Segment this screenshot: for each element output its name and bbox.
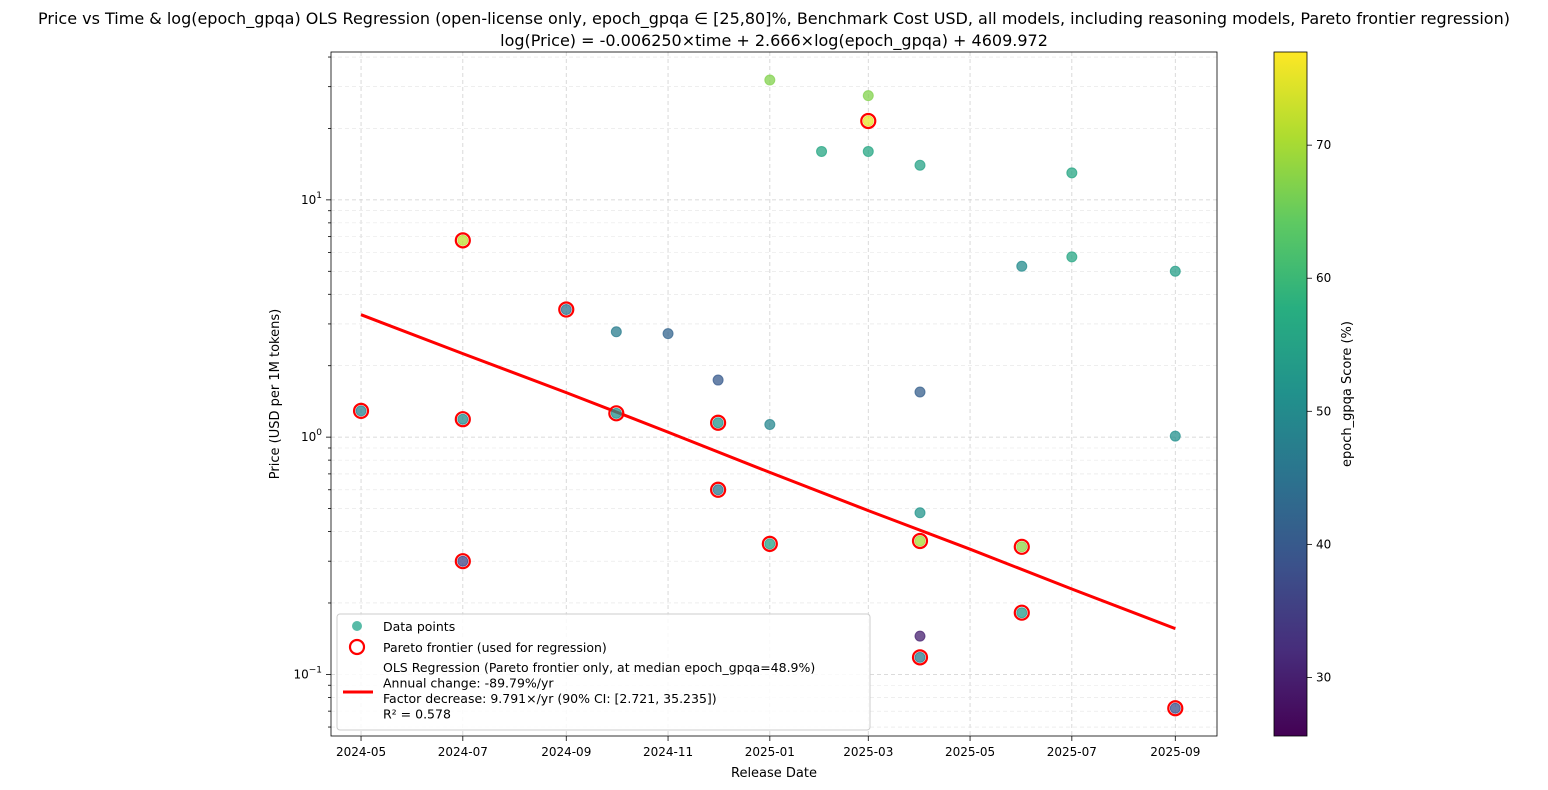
data-point [712,484,724,496]
legend-label-pareto: Pareto frontier (used for regression) [383,640,607,655]
x-tick-label: 2024-05 [336,745,386,759]
plot-frame [330,51,1218,737]
data-point [1169,265,1181,277]
data-point [914,159,926,171]
data-point [1066,167,1078,179]
legend-label-regression-line: R² = 0.578 [383,707,451,722]
colorbar-gradient [1273,51,1308,737]
data-point [862,115,874,127]
x-tick-label: 2024-07 [438,745,488,759]
data-point [862,145,874,157]
data-point [1016,607,1028,619]
data-point [712,417,724,429]
data-point [1016,541,1028,553]
colorbar-tick-label: 50 [1316,404,1331,418]
data-point [764,74,776,86]
y-axis-label: Price (USD per 1M tokens) [268,309,283,479]
pareto-point [911,649,929,666]
grid [331,52,1217,736]
colorbar-tick-label: 60 [1316,271,1331,285]
pareto-point [911,532,929,550]
data-point [662,328,674,340]
pareto-point [710,481,727,498]
data-point [914,386,926,398]
axes: 2024-05 2024-07 2024-09 2024-11 2025-01 2025-… [293,51,1218,759]
colorbar: 30 40 50 60 70 epoch_gpqa Score (%) [1273,51,1355,737]
pareto-point [1013,604,1030,621]
data-point [610,407,622,419]
legend-label-regression-line: OLS Regression (Pareto frontier only, at… [383,660,815,675]
legend-swatch-ring [348,638,366,656]
pareto-point [710,414,727,431]
data-point [1169,430,1181,442]
legend: Data points Pareto frontier (used for reg… [336,613,871,731]
x-axis-label: Release Date [731,766,817,781]
regression-line [360,313,1176,631]
x-tick-label: 2025-09 [1150,745,1200,759]
pareto-point [860,112,877,130]
data-point [862,90,874,102]
data-point [914,651,926,663]
pareto-point [761,535,778,552]
x-tick-label: 2025-01 [745,745,795,759]
points-layer [355,74,1181,714]
data-point [1066,251,1078,263]
colorbar-tick-label: 70 [1316,138,1331,152]
x-tick-label: 2024-11 [643,745,693,759]
data-point [816,145,828,157]
legend-frame [336,613,871,731]
x-tick-label: 2025-05 [945,745,995,759]
pareto-point [608,405,625,422]
pareto-point [352,402,370,419]
colorbar-label: epoch_gpqa Score (%) [1340,321,1355,467]
data-point [1016,260,1028,272]
data-point [457,555,469,567]
pareto-point [558,301,575,318]
data-point [914,507,926,519]
data-point [764,419,776,431]
x-tick-label: 2024-09 [541,745,591,759]
legend-swatch-dot [352,621,362,631]
colorbar-tick-label: 30 [1316,670,1331,684]
chart-subtitle: log(Price) = -0.006250×time + 2.666×log(… [500,31,1048,51]
x-tick-label: 2025-07 [1047,745,1097,759]
data-point [1169,702,1181,714]
pareto-point [454,232,471,249]
y-tick-label: 101 [301,191,322,207]
y-tick-label: 100 [301,428,322,444]
legend-label-regression-line: Factor decrease: 9.791×/yr (90% CI: [2.7… [383,691,717,706]
data-point [914,630,926,642]
y-tick-label: 10−1 [293,665,322,681]
data-point [610,326,622,338]
pareto-point [454,411,471,428]
x-tick-label: 2025-03 [843,745,893,759]
data-point [355,405,367,417]
pareto-layer [352,112,1184,717]
data-point [457,413,469,425]
chart-title: Price vs Time & log(epoch_gpqa) OLS Regr… [38,9,1510,29]
data-point [914,535,926,547]
data-point [457,234,469,246]
data-point [712,374,724,386]
pareto-point [1167,700,1184,717]
pareto-point [454,553,471,570]
data-point [764,538,776,550]
legend-label-data-points: Data points [383,619,455,634]
colorbar-ticks: 30 40 50 60 70 [1307,138,1331,684]
legend-label-regression-line: Annual change: -89.79%/yr [383,676,554,691]
data-point [560,304,572,316]
regression-layer [360,313,1176,631]
colorbar-tick-label: 40 [1316,537,1331,551]
pareto-point [1013,538,1030,555]
